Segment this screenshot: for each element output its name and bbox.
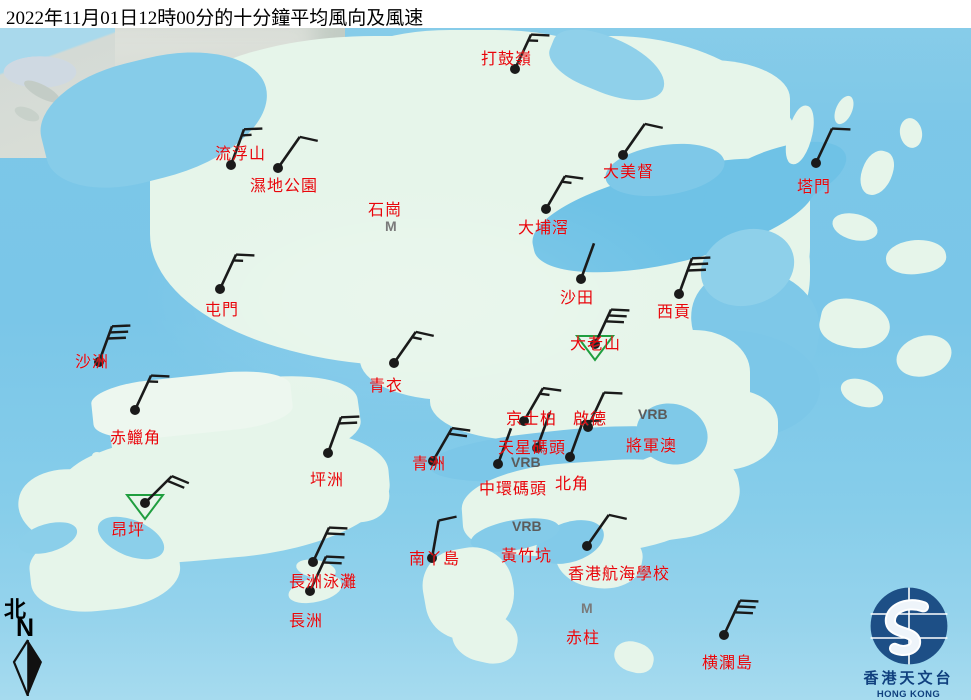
station-label-21: 中環碼頭 (479, 481, 548, 498)
station-label-26: 長洲泳灘 (289, 574, 358, 591)
station-missing-flag-3: M (385, 218, 397, 234)
wind-barb-10[interactable] (535, 284, 655, 404)
station-label-1: 流浮山 (215, 146, 267, 163)
station-label-3: 石崗 (368, 202, 403, 219)
station-label-14: 京士柏 (506, 411, 558, 428)
wind-barb-2[interactable] (218, 108, 338, 228)
station-label-12: 青衣 (369, 378, 404, 395)
island-sw-small-a (162, 442, 176, 450)
hko-emblem-icon (870, 587, 947, 665)
page-title: 2022年11月01日12時00分的十分鐘平均風向及風速 (6, 8, 424, 29)
wind-barb-8[interactable] (521, 219, 641, 339)
station-label-18: 青洲 (412, 456, 447, 473)
station-label-29: 横瀾島 (702, 655, 754, 672)
station-label-8: 沙田 (560, 290, 595, 307)
station-label-19: 坪洲 (310, 472, 345, 489)
station-label-5: 大埔滘 (518, 220, 570, 237)
wind-barb-21[interactable] (438, 404, 558, 524)
island-sw-small-b (92, 452, 102, 460)
wind-barb-9[interactable] (619, 234, 739, 354)
station-vrb-flag-23: VRB (512, 518, 542, 534)
station-label-25: 香港航海學校 (568, 566, 671, 583)
wind-barb-7[interactable] (160, 229, 280, 349)
wind-barb-12[interactable] (334, 303, 454, 423)
hko-logo: 香港天文台 HONG KONG OBSERVATORY (846, 586, 971, 700)
wind-barb-14[interactable] (464, 361, 584, 481)
compass-needle-icon (12, 639, 42, 696)
hko-name-en: HONG KONG OBSERVATORY (876, 689, 941, 700)
station-label-10: 大老山 (570, 336, 622, 353)
station-label-17: 將軍澳 (626, 438, 678, 455)
hko-name-cn: 香港天文台 (863, 671, 954, 687)
station-label-16: 天星碼頭 (498, 440, 567, 457)
wind-barb-5[interactable] (486, 149, 606, 269)
station-label-4: 大美督 (603, 164, 655, 181)
wind-barb-20[interactable] (510, 397, 630, 517)
station-label-23: 黃竹坑 (501, 548, 553, 565)
station-label-15: 啟德 (573, 411, 608, 428)
wind-barb-29[interactable] (664, 575, 784, 695)
station-missing-flag-28: M (581, 600, 593, 616)
wind-barb-6[interactable] (756, 103, 876, 223)
wind-barb-22[interactable] (85, 443, 205, 563)
station-label-9: 西貢 (657, 304, 692, 321)
wind-barb-26[interactable] (253, 502, 373, 622)
wind-barb-1[interactable] (171, 105, 291, 225)
wind-barb-24[interactable] (372, 498, 492, 618)
wind-barb-13[interactable] (75, 350, 195, 470)
station-label-6: 塔門 (797, 179, 832, 196)
island-sw-small-c (244, 432, 256, 440)
compass-label-cn: 北 (4, 597, 27, 622)
station-label-11: 沙洲 (75, 354, 110, 371)
station-label-24: 南丫島 (409, 551, 461, 568)
wind-barb-4[interactable] (563, 95, 683, 215)
station-label-28: 赤柱 (566, 630, 601, 647)
station-label-13: 赤鱲角 (110, 430, 162, 447)
station-label-27: 長洲 (289, 613, 324, 630)
station-vrb-flag-21: VRB (511, 454, 541, 470)
station-label-0: 打鼓嶺 (481, 51, 533, 68)
compass-label-en: N (16, 614, 35, 642)
title-bar: 2022年11月01日12時00分的十分鐘平均風向及風速 (0, 0, 971, 29)
station-label-2: 濕地公園 (250, 178, 319, 195)
station-label-20: 北角 (555, 476, 590, 493)
wind-barb-0[interactable] (455, 9, 575, 129)
station-label-7: 屯門 (205, 302, 240, 319)
wind-barb-25[interactable] (527, 486, 647, 606)
wind-barb-11[interactable] (39, 302, 159, 422)
compass-rose: 北 N (4, 592, 64, 696)
station-label-22: 昂坪 (111, 522, 146, 539)
wind-barb-18[interactable] (373, 401, 493, 521)
wind-barb-27[interactable] (250, 531, 370, 651)
wind-barb-16[interactable] (477, 388, 597, 508)
station-vrb-flag-17: VRB (638, 406, 668, 422)
wind-barb-19[interactable] (268, 393, 388, 513)
